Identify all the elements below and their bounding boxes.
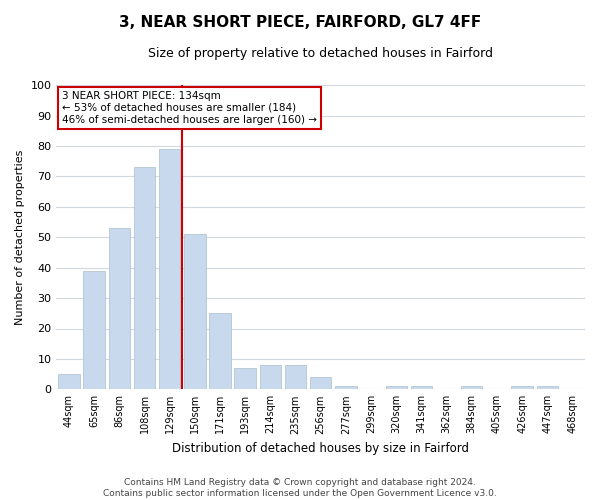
Bar (184, 234, 206, 390)
Bar (83, 270, 105, 390)
Bar (134, 168, 155, 390)
Bar (235, 368, 256, 390)
Bar (285, 365, 306, 390)
Bar (109, 228, 130, 390)
Bar (209, 314, 231, 390)
Y-axis label: Number of detached properties: Number of detached properties (15, 150, 25, 325)
Text: Contains HM Land Registry data © Crown copyright and database right 2024.
Contai: Contains HM Land Registry data © Crown c… (103, 478, 497, 498)
Bar (410, 386, 432, 390)
Title: Size of property relative to detached houses in Fairford: Size of property relative to detached ho… (148, 48, 493, 60)
Text: 3 NEAR SHORT PIECE: 134sqm
← 53% of detached houses are smaller (184)
46% of sem: 3 NEAR SHORT PIECE: 134sqm ← 53% of deta… (62, 92, 317, 124)
Bar (58, 374, 80, 390)
Bar (159, 149, 181, 390)
Bar (511, 386, 533, 390)
Bar (260, 365, 281, 390)
Bar (335, 386, 356, 390)
Bar (386, 386, 407, 390)
X-axis label: Distribution of detached houses by size in Fairford: Distribution of detached houses by size … (172, 442, 469, 455)
Bar (310, 377, 331, 390)
Bar (461, 386, 482, 390)
Text: 3, NEAR SHORT PIECE, FAIRFORD, GL7 4FF: 3, NEAR SHORT PIECE, FAIRFORD, GL7 4FF (119, 15, 481, 30)
Bar (536, 386, 558, 390)
